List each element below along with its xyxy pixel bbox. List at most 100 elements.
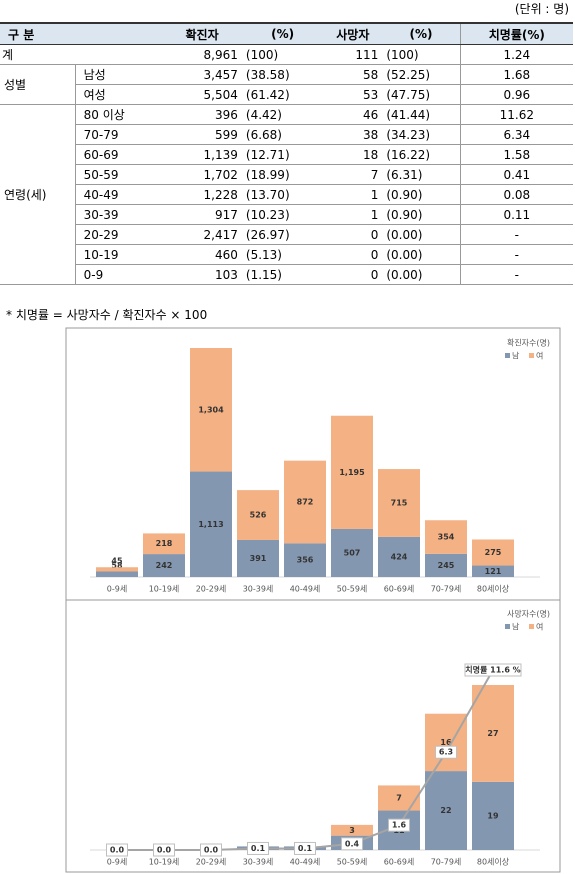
value-cell: (100) <box>241 44 324 65</box>
x-tick-label: 20-29세 <box>196 858 227 867</box>
value-cell: (0.00) <box>382 224 461 245</box>
bar-segment <box>190 471 232 577</box>
value-cell: 53 <box>323 84 383 105</box>
table-row: 50-59 1,702 (18.99) 7 (6.31) 0.41 <box>0 164 573 185</box>
value-cell: (26.97) <box>241 224 324 245</box>
value-cell: 111 <box>323 44 383 65</box>
table-row: 0-9 103 (1.15) 0 (0.00) - <box>0 264 573 285</box>
value-cell: 5,504 <box>162 84 242 105</box>
value-cell: 0.08 <box>459 184 573 205</box>
chart-frame <box>65 599 561 873</box>
value-cell: - <box>459 224 573 245</box>
data-label: 19 <box>487 811 499 820</box>
line-label: 1.6 <box>392 821 407 830</box>
data-label: 356 <box>297 556 314 565</box>
value-cell: (0.90) <box>382 204 461 225</box>
legend-swatch <box>529 353 534 358</box>
unit-label: (단위 : 명) <box>514 2 569 16</box>
value-cell: (10.23) <box>241 204 324 225</box>
value-cell: 103 <box>162 264 242 285</box>
value-cell: (6.68) <box>241 124 324 145</box>
x-tick-label: 40-49세 <box>290 585 321 594</box>
data-label: 16 <box>440 738 452 747</box>
value-cell: 0.41 <box>459 164 573 185</box>
label-cell: 80 이상 <box>74 104 163 125</box>
value-cell: (18.99) <box>241 164 324 185</box>
line-label: 6.3 <box>439 748 453 757</box>
value-cell: 38 <box>323 124 383 145</box>
data-label: 58 <box>111 561 123 570</box>
data-label: 245 <box>438 561 455 570</box>
bar-segment <box>143 554 185 577</box>
label-cell: 40-49 <box>74 184 163 205</box>
line-label: 0.1 <box>298 844 313 853</box>
x-tick-label: 80세이상 <box>477 857 510 867</box>
label-cell: 여성 <box>74 84 163 105</box>
data-label: 242 <box>156 561 173 570</box>
label-cell: 남성 <box>74 64 163 85</box>
bar-segment <box>378 469 420 537</box>
value-cell: (6.31) <box>382 164 461 185</box>
data-label: 354 <box>438 533 455 542</box>
value-cell: (1.15) <box>241 264 324 285</box>
data-label: 715 <box>391 498 408 507</box>
value-cell: 0 <box>323 224 383 245</box>
value-cell: 6.34 <box>459 124 573 145</box>
bar-segment <box>331 415 373 529</box>
data-label: 27 <box>487 729 498 738</box>
label-cell: 70-79 <box>74 124 163 145</box>
data-label: 275 <box>485 548 502 557</box>
bar-segment <box>472 685 514 782</box>
value-cell: (4.42) <box>241 104 324 125</box>
table-row: 40-49 1,228 (13.70) 1 (0.90) 0.08 <box>0 184 573 205</box>
value-cell: 1,139 <box>162 144 242 165</box>
label-box <box>435 745 457 759</box>
value-cell: 3,457 <box>162 64 242 85</box>
header-cell: (%) <box>241 22 324 45</box>
data-label: 391 <box>250 554 267 563</box>
table-row: 70-79 599 (6.68) 38 (34.23) 6.34 <box>0 124 573 145</box>
value-cell: (41.44) <box>382 104 461 125</box>
bar-segment <box>331 824 373 836</box>
value-cell: 0.11 <box>459 204 573 225</box>
value-cell: 460 <box>162 244 242 265</box>
legend-label: 남 <box>512 623 520 632</box>
header-row: 구 분 확진자 (%) 사망자 (%) 치명률(%) <box>0 22 573 45</box>
value-cell: (0.00) <box>382 244 461 265</box>
data-label: 526 <box>250 511 267 520</box>
value-cell: (61.42) <box>241 84 324 105</box>
line-label: 0.0 <box>157 846 172 855</box>
data-label: 3 <box>349 826 355 835</box>
legend-swatch <box>505 624 510 629</box>
value-cell: (52.25) <box>382 64 461 85</box>
x-tick-label: 70-79세 <box>431 585 462 594</box>
label-box <box>200 843 222 857</box>
value-cell: 0.96 <box>459 84 573 105</box>
label-box <box>247 841 269 855</box>
value-cell: 11.62 <box>459 104 573 125</box>
label-cell: 0-9 <box>74 264 163 285</box>
data-label: 424 <box>391 552 408 561</box>
value-cell: (12.71) <box>241 144 324 165</box>
header-cell: 구 분 <box>0 22 163 45</box>
label-cell: 30-39 <box>74 204 163 225</box>
data-label: 1,195 <box>339 468 365 477</box>
label-box <box>341 837 363 851</box>
bar-segment <box>190 348 232 472</box>
chart-title: 사망자수(명) <box>507 609 550 619</box>
bar-segment <box>96 567 138 572</box>
legend-swatch <box>529 624 534 629</box>
x-tick-label: 70-79세 <box>431 858 462 867</box>
label-box <box>464 663 522 677</box>
x-tick-label: 50-59세 <box>337 585 368 594</box>
table-row: 성별 남성 3,457 (38.58) 58 (52.25) 1.68 <box>0 64 573 105</box>
value-cell: 1.68 <box>459 64 573 85</box>
header-cell: 치명률(%) <box>459 22 573 45</box>
x-tick-label: 60-69세 <box>384 858 415 867</box>
x-tick-label: 0-9세 <box>107 858 127 867</box>
table-row: 10-19 460 (5.13) 0 (0.00) - <box>0 244 573 265</box>
value-cell: 2,417 <box>162 224 242 245</box>
data-label: 45 <box>111 557 123 566</box>
label-cell: 계 <box>0 44 163 65</box>
